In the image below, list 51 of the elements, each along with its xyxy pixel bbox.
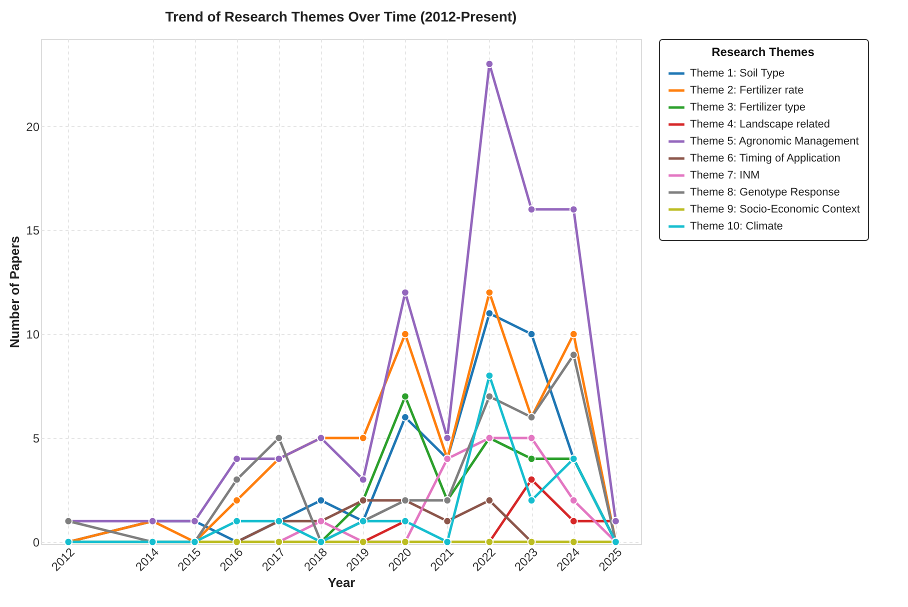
legend-label: Theme 10: Climate (690, 220, 783, 232)
point (527, 454, 536, 463)
legend-label: Theme 2: Fertilizer rate (690, 84, 804, 96)
legend-title: Research Themes (712, 45, 815, 59)
point (485, 371, 494, 380)
point (527, 475, 536, 484)
point (232, 454, 241, 463)
point (569, 205, 578, 214)
legend-label: Theme 6: Timing of Application (690, 152, 840, 164)
y-tick-label: 5 (32, 432, 40, 446)
legend-label: Theme 9: Socio-Economic Context (690, 204, 860, 216)
point (527, 496, 536, 505)
legend-label: Theme 8: Genotype Response (690, 186, 840, 198)
legend-label: Theme 5: Agronomic Management (690, 136, 859, 148)
point (443, 434, 452, 442)
point (569, 350, 578, 360)
point (358, 475, 368, 484)
point (569, 538, 578, 546)
y-tick-label: 0 (32, 535, 40, 550)
point (274, 434, 284, 442)
point (485, 288, 494, 297)
point (232, 496, 241, 505)
point (527, 434, 536, 442)
y-tick-label: 15 (26, 224, 40, 238)
y-axis-title: Number of Papers (7, 236, 22, 348)
legend-label: Theme 4: Landscape related (690, 118, 830, 130)
point (569, 330, 578, 338)
chart-title: Trend of Research Themes Over Time (2012-Present) (165, 8, 517, 24)
point (401, 330, 410, 338)
point (232, 475, 241, 484)
point (443, 516, 452, 526)
point (569, 496, 578, 505)
point (485, 60, 494, 68)
point (232, 516, 241, 526)
point (485, 392, 494, 401)
legend-label: Theme 1: Soil Type (690, 68, 785, 80)
point (316, 496, 326, 505)
x-axis-title: Year (328, 575, 356, 590)
point (358, 434, 368, 442)
point (485, 496, 494, 505)
point (527, 330, 536, 338)
point (401, 413, 410, 422)
point (401, 288, 410, 297)
point (485, 309, 494, 318)
y-tick-label: 20 (26, 120, 40, 134)
y-tick-label: 10 (26, 328, 40, 342)
legend-label: Theme 3: Fertilizer type (690, 102, 806, 114)
point (401, 392, 410, 401)
point (527, 205, 536, 214)
point (569, 516, 578, 526)
legend-label: Theme 7: INM (690, 170, 760, 182)
